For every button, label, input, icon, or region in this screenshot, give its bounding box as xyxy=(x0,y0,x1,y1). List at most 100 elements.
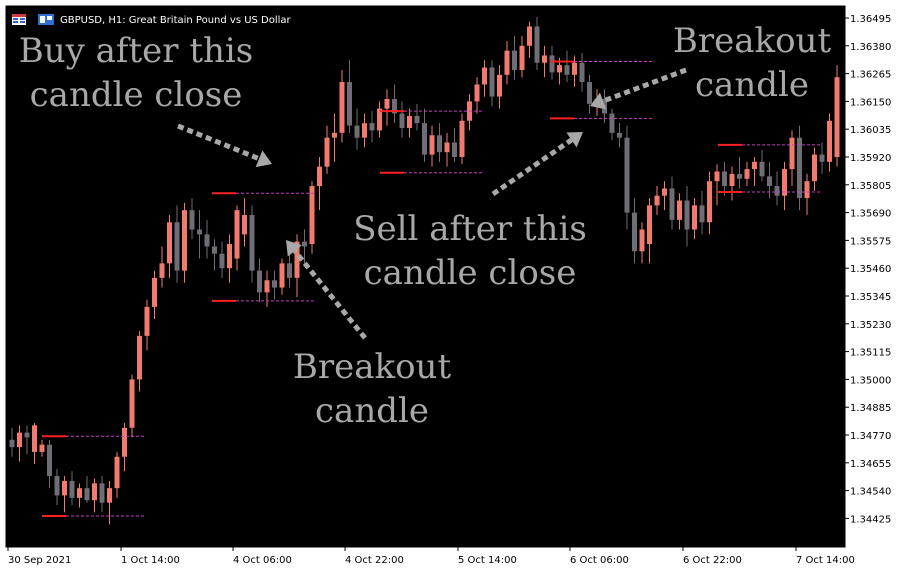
price-tick-label: 1.35115 xyxy=(850,348,891,359)
candle xyxy=(339,69,345,143)
annotation-line: Breakout xyxy=(673,21,832,61)
price-tick-label: 1.34655 xyxy=(850,459,891,470)
candle xyxy=(452,127,457,162)
annotation-arrow xyxy=(491,132,583,197)
plot-area[interactable] xyxy=(5,5,846,548)
candle xyxy=(114,451,120,498)
time-axis[interactable]: 30 Sep 2021 1 Oct 14:00 4 Oct 06:00 4 Oct 2… xyxy=(6,546,855,566)
candle xyxy=(279,258,285,295)
candle xyxy=(62,476,67,513)
candle xyxy=(234,205,240,271)
price-tick-label: 1.34885 xyxy=(850,403,891,414)
price-tick-label: 1.36265 xyxy=(850,70,891,81)
candle xyxy=(99,476,105,513)
candle xyxy=(669,176,675,230)
one-click-trading-icon[interactable] xyxy=(38,14,54,25)
candle xyxy=(384,89,390,126)
candle xyxy=(804,173,810,216)
candle xyxy=(692,198,697,240)
candle xyxy=(107,480,112,525)
candle xyxy=(819,142,825,174)
annotation-arrow xyxy=(590,67,687,110)
candle xyxy=(662,181,667,211)
candle xyxy=(782,161,787,211)
candle xyxy=(377,101,382,138)
price-tick-label: 1.35460 xyxy=(850,264,891,275)
candle xyxy=(504,40,510,85)
candle xyxy=(324,125,330,174)
candle xyxy=(512,36,517,80)
candle xyxy=(699,190,705,235)
candle xyxy=(744,161,750,187)
candle xyxy=(257,258,262,303)
candle xyxy=(722,161,727,196)
candle xyxy=(84,476,90,503)
candle xyxy=(174,205,180,283)
price-tick-label: 1.35805 xyxy=(850,181,891,192)
candle xyxy=(444,132,450,167)
annotation-line: Buy after this xyxy=(19,31,253,71)
candles-layer xyxy=(9,16,840,525)
annotation-line: candle close xyxy=(364,253,577,293)
chart-grid-icon[interactable] xyxy=(12,14,26,25)
annotation-line: candle xyxy=(315,391,429,431)
candle xyxy=(399,101,405,138)
price-axis[interactable]: 1.36495 1.36380 1.36265 1.36150 1.36035 1.359… xyxy=(844,6,891,547)
candle xyxy=(459,113,465,165)
candle xyxy=(204,219,210,259)
levels-layer xyxy=(42,60,822,517)
candle xyxy=(137,331,142,392)
annotation-line: candle xyxy=(695,65,809,105)
candle xyxy=(302,229,307,264)
time-tick-label: 7 Oct 14:00 xyxy=(796,555,855,566)
candle xyxy=(497,65,502,109)
candle xyxy=(354,108,360,150)
candle xyxy=(737,157,742,189)
candle xyxy=(197,210,202,259)
candle xyxy=(212,239,217,271)
annotation-line: Breakout xyxy=(293,347,452,387)
candle xyxy=(834,65,840,167)
candle xyxy=(617,123,622,148)
price-tick-label: 1.35345 xyxy=(850,292,891,303)
price-tick-label: 1.36495 xyxy=(850,14,891,25)
candle xyxy=(714,164,720,206)
candle xyxy=(647,198,652,264)
candle xyxy=(429,125,435,167)
candle xyxy=(332,113,337,162)
candle xyxy=(549,45,555,80)
breakout-range xyxy=(380,110,484,174)
time-tick-label: 6 Oct 22:00 xyxy=(683,555,742,566)
candle xyxy=(152,270,157,319)
price-tick-label: 1.35690 xyxy=(850,209,891,220)
time-tick-label: 30 Sep 2021 xyxy=(8,555,71,566)
candle xyxy=(474,77,480,114)
breakout-range xyxy=(212,192,314,302)
candle xyxy=(677,193,682,230)
candle xyxy=(414,103,420,131)
candle xyxy=(572,55,577,87)
price-tick-label: 1.35230 xyxy=(850,320,891,331)
candle xyxy=(144,299,150,351)
candle xyxy=(54,468,60,506)
candle xyxy=(189,198,195,240)
candle xyxy=(92,478,97,513)
candle xyxy=(347,60,352,133)
candle xyxy=(579,53,585,92)
candle xyxy=(587,74,592,114)
candle xyxy=(272,270,277,300)
candle xyxy=(482,60,487,97)
price-tick-label: 1.34425 xyxy=(850,514,891,525)
candle xyxy=(564,50,570,83)
candle xyxy=(69,471,75,506)
candle xyxy=(227,234,232,283)
candle xyxy=(249,205,255,283)
annotation-line: candle close xyxy=(30,75,243,115)
candle xyxy=(407,108,412,138)
candle xyxy=(707,171,712,235)
